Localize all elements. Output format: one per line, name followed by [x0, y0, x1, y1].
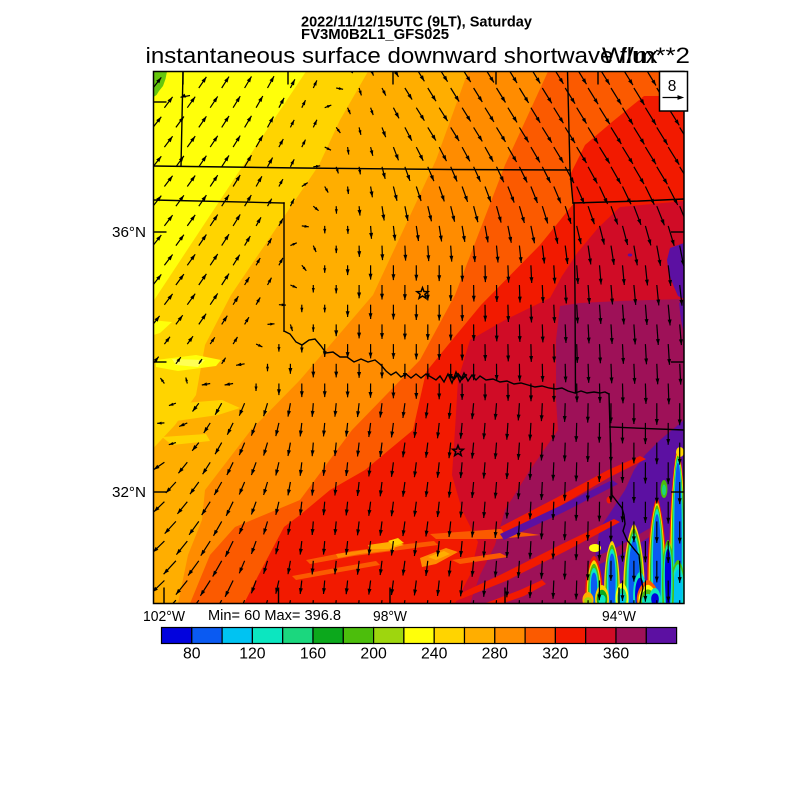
svg-text:32°N: 32°N — [112, 485, 146, 501]
svg-text:FV3M0B2L1_GFS025: FV3M0B2L1_GFS025 — [301, 26, 449, 43]
svg-text:36°N: 36°N — [112, 225, 146, 241]
svg-text:360: 360 — [603, 646, 630, 663]
svg-text:98°W: 98°W — [373, 609, 407, 625]
svg-text:120: 120 — [239, 646, 266, 663]
svg-text:280: 280 — [482, 646, 509, 663]
svg-text:200: 200 — [360, 646, 387, 663]
svg-text:80: 80 — [183, 646, 201, 663]
svg-text:W/m**2: W/m**2 — [602, 43, 690, 68]
svg-text:Min= 60 Max= 396.8: Min= 60 Max= 396.8 — [208, 608, 341, 624]
svg-text:2022/11/12/15UTC (9LT), Saturd: 2022/11/12/15UTC (9LT), Saturday — [301, 13, 533, 30]
svg-text:94°W: 94°W — [602, 609, 636, 625]
svg-text:320: 320 — [542, 646, 569, 663]
svg-text:240: 240 — [421, 646, 448, 663]
svg-text:102°W: 102°W — [143, 609, 185, 625]
svg-text:160: 160 — [300, 646, 327, 663]
svg-text:instantaneous surface downward: instantaneous surface downward shortwave… — [146, 43, 659, 68]
svg-text:8: 8 — [668, 78, 677, 95]
